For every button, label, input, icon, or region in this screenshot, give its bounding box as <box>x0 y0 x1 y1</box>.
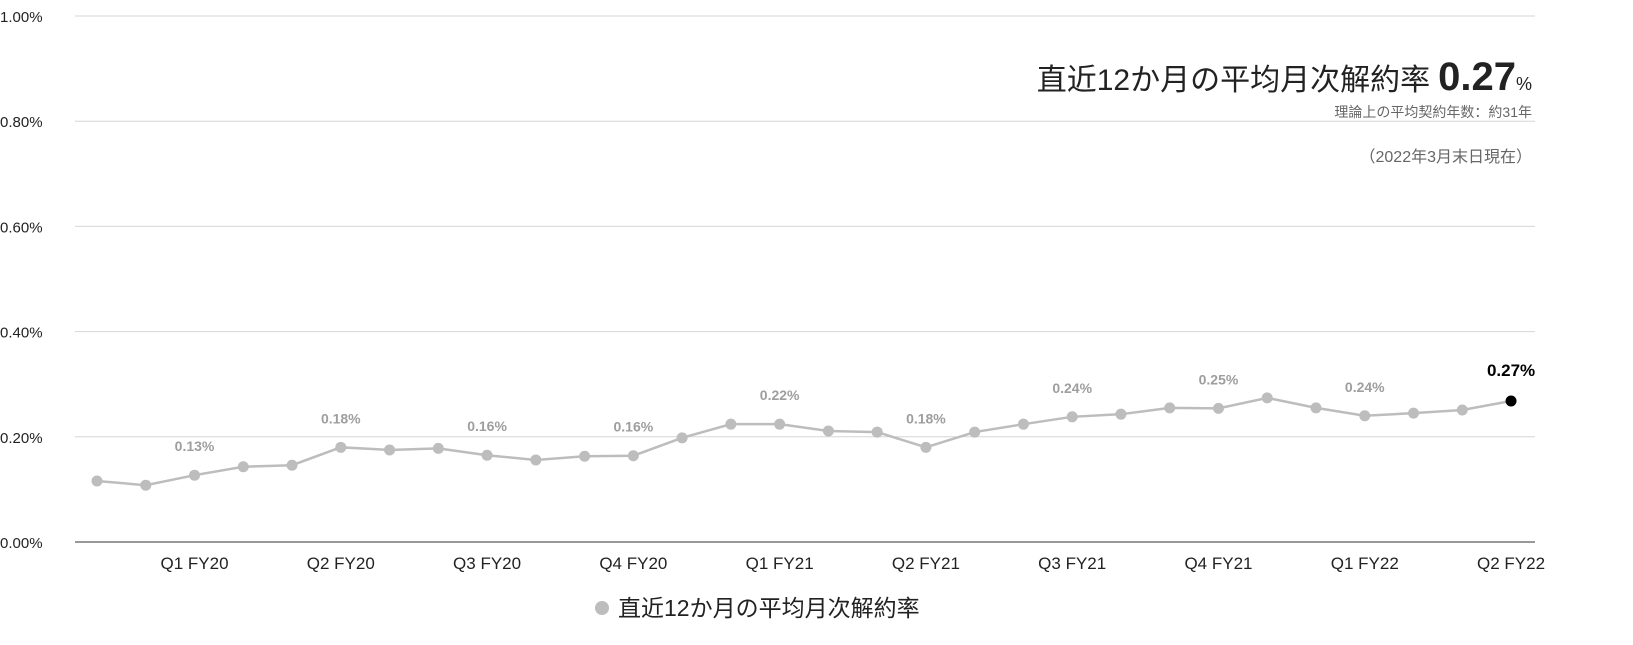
point <box>530 454 542 466</box>
y-tick-label: 0.00% <box>0 535 43 552</box>
point <box>676 432 688 444</box>
point <box>189 469 201 481</box>
point <box>237 461 249 473</box>
data-label: 0.27% <box>1487 361 1535 380</box>
y-tick-label: 0.20% <box>0 430 43 447</box>
y-tick-label: 0.60% <box>0 219 43 236</box>
point <box>481 449 493 461</box>
point <box>725 418 737 430</box>
point <box>969 426 981 438</box>
point <box>140 479 152 491</box>
x-tick-label: Q3 FY21 <box>1038 554 1106 573</box>
point <box>1017 418 1029 430</box>
legend-label: 直近12か月の平均月次解約率 <box>618 595 920 621</box>
y-tick-label: 0.80% <box>0 114 43 131</box>
x-tick-label: Q2 FY22 <box>1477 554 1545 573</box>
as-of: （2022年3月末日現在） <box>1360 148 1533 166</box>
point <box>920 441 932 453</box>
data-label: 0.18% <box>906 410 946 426</box>
x-tick-label: Q1 FY20 <box>160 554 228 573</box>
data-label: 0.25% <box>1199 371 1239 387</box>
x-tick-label: Q3 FY20 <box>453 554 521 573</box>
point <box>627 450 639 462</box>
point <box>91 475 103 487</box>
headline-value: 0.27 <box>1438 55 1516 99</box>
line <box>96 396 1512 487</box>
x-tick-label: Q4 FY20 <box>599 554 667 573</box>
point <box>1261 392 1273 404</box>
headline-unit: % <box>1516 74 1532 94</box>
y-tick-label: 1.00% <box>0 9 43 26</box>
headline: 直近12か月の平均月次解約率 0.27% <box>1037 55 1532 99</box>
legend-marker <box>595 601 609 615</box>
x-tick-label: Q2 FY20 <box>307 554 375 573</box>
point <box>286 459 298 471</box>
x-tick-label: Q4 FY21 <box>1184 554 1252 573</box>
point <box>1408 407 1420 419</box>
note: 理論上の平均契約年数：約31年 <box>1334 104 1532 120</box>
point <box>1456 404 1468 416</box>
point <box>579 450 591 462</box>
point <box>774 418 786 430</box>
point <box>1359 410 1371 422</box>
point <box>1066 411 1078 423</box>
data-label: 0.16% <box>467 418 507 434</box>
data-label: 0.22% <box>760 387 800 403</box>
point <box>1115 408 1127 420</box>
data-label: 0.13% <box>175 438 215 454</box>
data-label: 0.18% <box>321 410 361 426</box>
point <box>1212 402 1224 414</box>
point <box>432 442 444 454</box>
x-tick-label: Q1 FY22 <box>1331 554 1399 573</box>
x-tick-label: Q1 FY21 <box>746 554 814 573</box>
point <box>1505 395 1517 407</box>
point <box>335 441 347 453</box>
data-label: 0.16% <box>614 419 654 435</box>
point <box>822 425 834 437</box>
point <box>871 426 883 438</box>
point <box>384 444 396 456</box>
data-label: 0.24% <box>1052 380 1092 396</box>
point <box>1164 402 1176 414</box>
point <box>1310 402 1322 414</box>
x-tick-label: Q2 FY21 <box>892 554 960 573</box>
y-tick-label: 0.40% <box>0 325 43 342</box>
headline-text: 直近12か月の平均月次解約率 <box>1037 64 1430 97</box>
data-label: 0.24% <box>1345 379 1385 395</box>
